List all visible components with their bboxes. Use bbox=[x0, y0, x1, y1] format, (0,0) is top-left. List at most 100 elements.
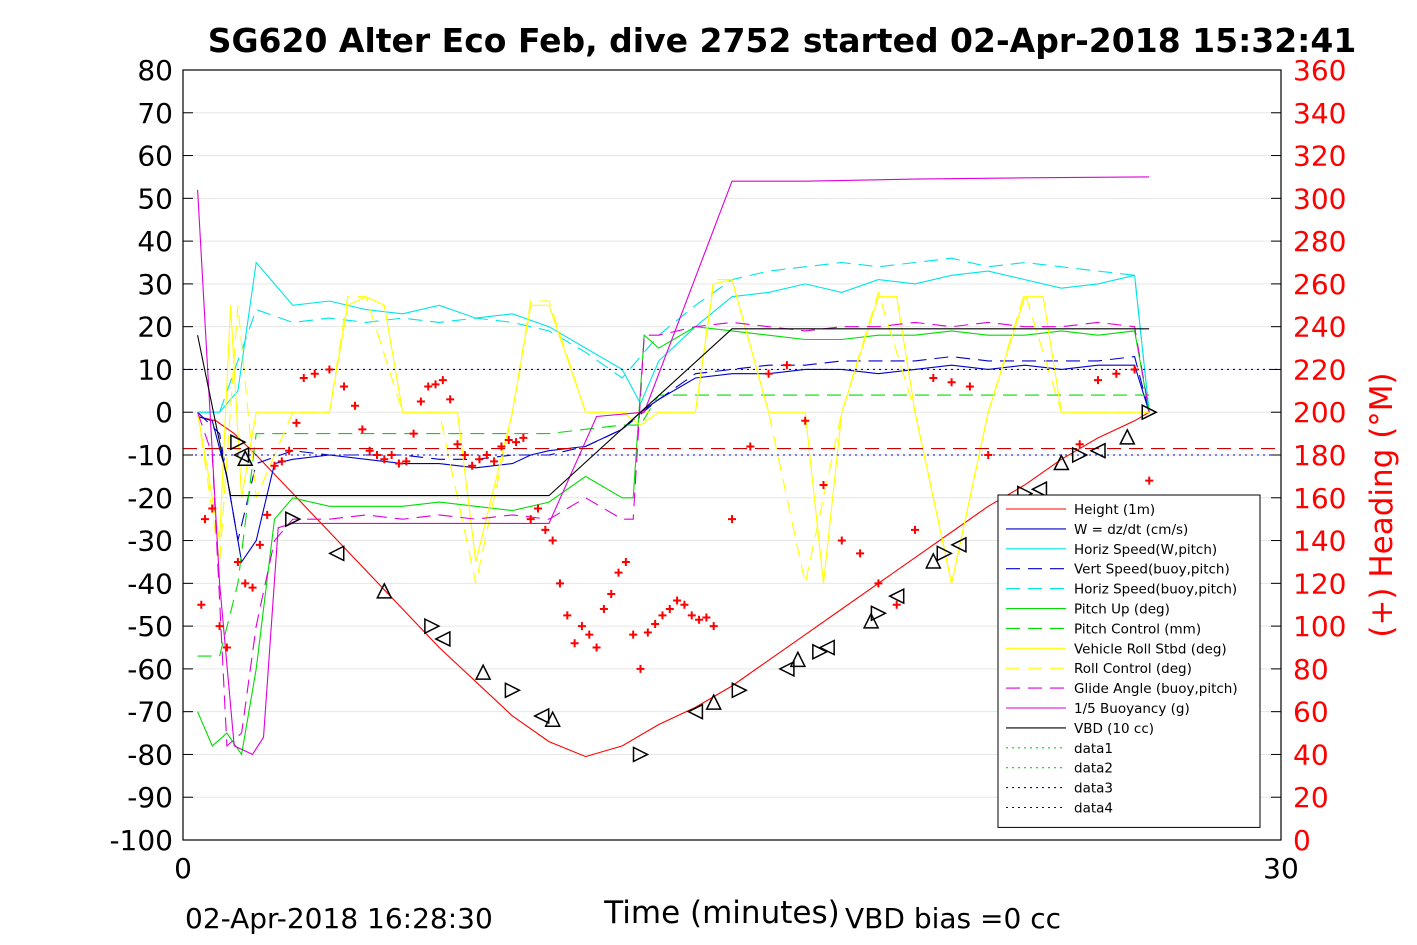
triangle-marker-32 bbox=[1119, 428, 1136, 445]
heading-point-31 bbox=[446, 395, 455, 404]
triangle-marker-5 bbox=[376, 582, 393, 599]
heading-point-81 bbox=[965, 382, 974, 391]
legend-box bbox=[997, 494, 1261, 828]
heading-point-43 bbox=[534, 504, 543, 513]
heading-point-13 bbox=[292, 418, 301, 427]
heading-point-51 bbox=[592, 643, 601, 652]
heading-point-90 bbox=[1130, 365, 1139, 374]
left-tick-label-12: -40 bbox=[127, 567, 173, 600]
left-tick-label-1: 70 bbox=[137, 97, 173, 130]
legend-entry-15: data4 bbox=[1074, 801, 1113, 817]
legend: Height (1m) W = dz/dt (cm/s) Horiz Speed(W… bbox=[997, 494, 1261, 828]
right-tick-label-14: 80 bbox=[1293, 653, 1329, 686]
triangle-marker-31 bbox=[1089, 442, 1106, 459]
heading-point-63 bbox=[680, 600, 689, 609]
left-tick-label-13: -50 bbox=[127, 610, 173, 643]
series-line-8 bbox=[197, 279, 1150, 584]
heading-point-30 bbox=[438, 376, 447, 385]
triangle-marker-18 bbox=[812, 643, 829, 660]
right-tick-label-8: 200 bbox=[1293, 396, 1346, 429]
triangle-marker-0 bbox=[230, 433, 247, 451]
heading-point-38 bbox=[497, 442, 506, 451]
heading-point-15 bbox=[310, 369, 319, 378]
right-tick-label-6: 240 bbox=[1293, 311, 1346, 344]
heading-point-28 bbox=[424, 382, 433, 391]
left-tick-label-14: -60 bbox=[127, 653, 173, 686]
right-tick-label-3: 300 bbox=[1293, 182, 1346, 215]
heading-point-62 bbox=[673, 596, 682, 605]
heading-point-76 bbox=[874, 579, 883, 588]
legend-entry-6: Pitch Control (mm) bbox=[1074, 621, 1201, 637]
series-line-2 bbox=[197, 261, 1150, 413]
heading-point-39 bbox=[504, 436, 513, 445]
legend-entry-5: Pitch Up (deg) bbox=[1074, 602, 1170, 618]
right-tick-label-1: 340 bbox=[1293, 97, 1346, 130]
heading-point-23 bbox=[387, 451, 396, 459]
heading-point-60 bbox=[658, 611, 667, 620]
heading-point-17 bbox=[340, 382, 349, 391]
left-tick-label-15: -70 bbox=[127, 696, 173, 729]
left-tick-label-17: -90 bbox=[127, 781, 173, 814]
right-tick-label-5: 260 bbox=[1293, 268, 1346, 301]
legend-entry-7: Vehicle Roll Stbd (deg) bbox=[1074, 641, 1227, 657]
triangle-marker-29 bbox=[1053, 453, 1070, 471]
left-y-axis: 80 70 60 50 40 30 20 10 0 -10 -20 -30 -40 -50 -60 -70 -8… bbox=[109, 54, 1281, 857]
heading-point-29 bbox=[431, 380, 440, 389]
right-tick-label-16: 40 bbox=[1293, 738, 1329, 771]
triangle-marker-8 bbox=[474, 663, 492, 680]
footer-vbd-bias: VBD bias =0 cc bbox=[845, 902, 1061, 935]
right-tick-label-17: 20 bbox=[1293, 781, 1329, 814]
triangle-marker-30 bbox=[1071, 446, 1089, 464]
heading-point-71 bbox=[782, 361, 791, 370]
heading-point-78 bbox=[911, 525, 919, 534]
legend-entry-0: Height (1m) bbox=[1074, 502, 1155, 518]
left-tick-label-0: 80 bbox=[137, 54, 173, 87]
legend-entry-4: Horiz Speed(buoy,pitch) bbox=[1074, 582, 1237, 598]
heading-point-66 bbox=[702, 613, 711, 622]
right-tick-label-18: 0 bbox=[1293, 824, 1311, 857]
x-tick-label-0: 0 bbox=[174, 852, 192, 885]
heading-point-42 bbox=[526, 515, 535, 524]
triangle-marker-12 bbox=[632, 746, 650, 763]
left-tick-label-6: 20 bbox=[137, 311, 173, 344]
triangle-marker-25 bbox=[950, 536, 967, 554]
left-tick-label-10: -20 bbox=[127, 482, 173, 515]
triangle-marker-4 bbox=[328, 545, 345, 562]
triangle-marker-17 bbox=[789, 650, 807, 668]
legend-entry-2: Horiz Speed(W,pitch) bbox=[1074, 542, 1217, 558]
series-line-11 bbox=[197, 328, 1150, 497]
heading-point-87 bbox=[1075, 440, 1084, 449]
series-line-10 bbox=[197, 176, 1150, 756]
heading-point-53 bbox=[607, 590, 616, 599]
heading-point-45 bbox=[548, 536, 557, 545]
triangle-marker-11 bbox=[544, 710, 561, 727]
x-axis: 0 30 bbox=[174, 852, 1299, 885]
heading-point-35 bbox=[475, 455, 484, 464]
legend-entry-14: data3 bbox=[1074, 781, 1113, 797]
chart-title: SG620 Alter Eco Feb, dive 2752 started 0… bbox=[208, 21, 1357, 60]
heading-point-14 bbox=[299, 374, 308, 382]
heading-point-25 bbox=[402, 457, 411, 466]
triangle-marker-3 bbox=[285, 510, 302, 528]
heading-point-2 bbox=[208, 504, 217, 513]
heading-point-21 bbox=[372, 451, 381, 459]
heading-point-64 bbox=[687, 611, 696, 620]
right-tick-label-9: 180 bbox=[1293, 439, 1346, 472]
heading-point-32 bbox=[453, 440, 462, 449]
series-line-9 bbox=[197, 321, 1150, 748]
triangle-marker-19 bbox=[818, 639, 835, 656]
left-tick-label-16: -80 bbox=[127, 738, 173, 771]
right-tick-label-12: 120 bbox=[1293, 567, 1346, 600]
series-line-4 bbox=[197, 257, 1150, 413]
triangle-marker-10 bbox=[533, 707, 550, 725]
triangle-marker-21 bbox=[870, 605, 888, 622]
heading-point-54 bbox=[614, 568, 623, 577]
triangle-marker-23 bbox=[925, 552, 942, 569]
legend-entry-9: Glide Angle (buoy,pitch) bbox=[1074, 681, 1238, 697]
triangle-marker-7 bbox=[434, 630, 451, 648]
heading-point-11 bbox=[277, 457, 286, 466]
heading-point-58 bbox=[643, 628, 652, 637]
legend-entry-3: Vert Speed(buoy,pitch) bbox=[1074, 562, 1230, 578]
legend-entry-13: data2 bbox=[1074, 761, 1113, 777]
left-tick-label-3: 50 bbox=[137, 182, 173, 215]
